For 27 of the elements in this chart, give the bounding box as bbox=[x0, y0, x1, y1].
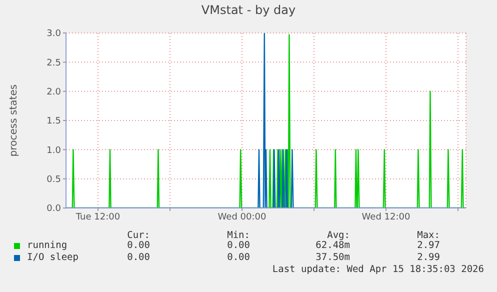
text: 0.00 bbox=[226, 240, 250, 251]
text: 0.00 bbox=[127, 240, 150, 251]
x-tick-label: Wed 00:00 bbox=[218, 212, 266, 222]
text: Avg: bbox=[326, 230, 350, 241]
y-axis-title: process states bbox=[8, 84, 20, 157]
text: 37.50m bbox=[314, 252, 350, 263]
text: 62.48m bbox=[314, 240, 350, 251]
text: Last update: Wed Apr 15 18:35:03 2026 bbox=[271, 264, 484, 275]
chart-title: VMstat - by day bbox=[200, 3, 297, 17]
text: 2.97 bbox=[417, 240, 440, 251]
y-tick-label: 1.0 bbox=[46, 146, 62, 156]
y-tick-label: 0.0 bbox=[46, 204, 62, 214]
text: Min: bbox=[226, 230, 250, 241]
text: 0.00 bbox=[127, 252, 150, 263]
y-tick-label: 3.0 bbox=[46, 29, 62, 40]
y-tick-label: 2.0 bbox=[46, 88, 62, 98]
x-tick-label: Tue 12:00 bbox=[74, 212, 120, 222]
y-tick-label: 2.5 bbox=[46, 58, 61, 68]
text: Cur: bbox=[126, 230, 150, 241]
y-tick-label: 0.5 bbox=[46, 175, 61, 186]
legend-label: I/O sleep bbox=[27, 252, 78, 263]
text: 0.00 bbox=[226, 252, 250, 263]
y-tick-label: 1.5 bbox=[46, 116, 61, 127]
text: Max: bbox=[417, 230, 440, 241]
text: 2.99 bbox=[417, 252, 440, 263]
x-tick-label: Wed 12:00 bbox=[362, 212, 410, 222]
legend-label: running bbox=[27, 240, 68, 251]
